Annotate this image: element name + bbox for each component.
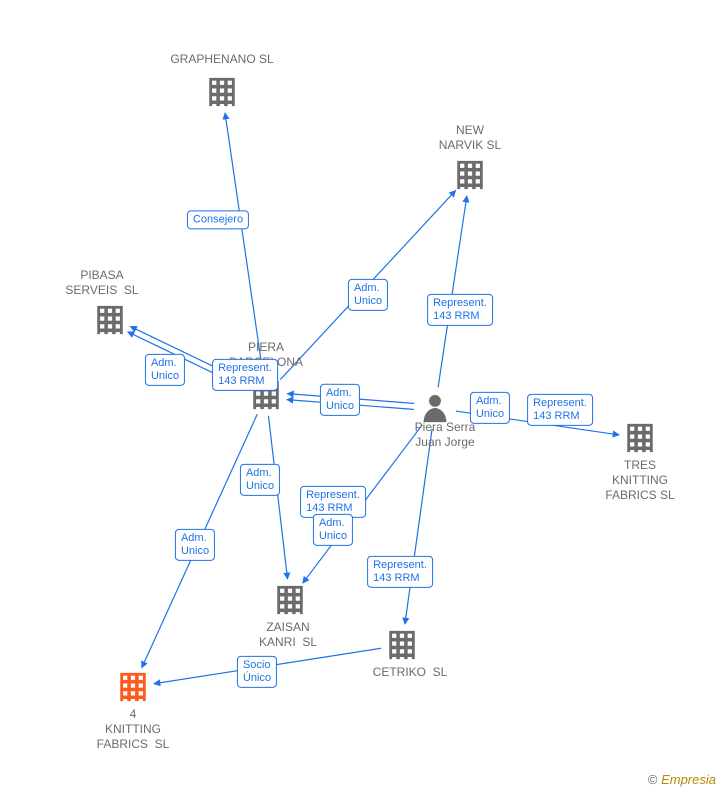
node-label: Piera Serra Juan Jorge (415, 420, 476, 450)
edge-label: Adm. Unico (240, 464, 280, 496)
edge-label: Represent. 143 RRM (527, 394, 593, 426)
company-icon (209, 78, 235, 108)
edge-label: Adm. Unico (313, 514, 353, 546)
edge-line (268, 416, 287, 579)
company-icon (389, 631, 415, 661)
company-icon (277, 586, 303, 616)
company-icon (457, 161, 483, 191)
edge-label: Adm. Unico (470, 392, 510, 424)
edge-label: Socio Único (237, 656, 277, 688)
copyright-symbol: © (648, 772, 658, 787)
edge-line (225, 113, 263, 374)
edge-line (438, 196, 467, 387)
edge-label: Represent. 143 RRM (212, 359, 278, 391)
node-label: ZAISAN KANRI SL (259, 620, 317, 650)
company-icon (120, 673, 146, 703)
footer: © Empresia (648, 772, 716, 787)
company-icon (97, 306, 123, 336)
company-icon (627, 424, 653, 454)
edge-label: Adm. Unico (145, 354, 185, 386)
node-label: TRES KNITTING FABRICS SL (605, 458, 674, 503)
edge-label: Represent. 143 RRM (427, 294, 493, 326)
person-icon (424, 395, 447, 422)
graph-canvas (0, 0, 728, 795)
edge-label: Represent. 143 RRM (367, 556, 433, 588)
edge-label: Adm. Unico (348, 279, 388, 311)
edge-label: Consejero (187, 210, 249, 229)
node-label: CETRIKO SL (373, 665, 448, 680)
edge-label: Adm. Unico (175, 529, 215, 561)
node-label: NEW NARVIK SL (439, 123, 501, 153)
edge-line (405, 429, 432, 624)
edge-label: Adm. Unico (320, 384, 360, 416)
node-label: PIBASA SERVEIS SL (65, 268, 138, 298)
node-label: GRAPHENANO SL (170, 52, 273, 67)
brand-name: Empresia (661, 772, 716, 787)
node-label: 4 KNITTING FABRICS SL (97, 707, 170, 752)
